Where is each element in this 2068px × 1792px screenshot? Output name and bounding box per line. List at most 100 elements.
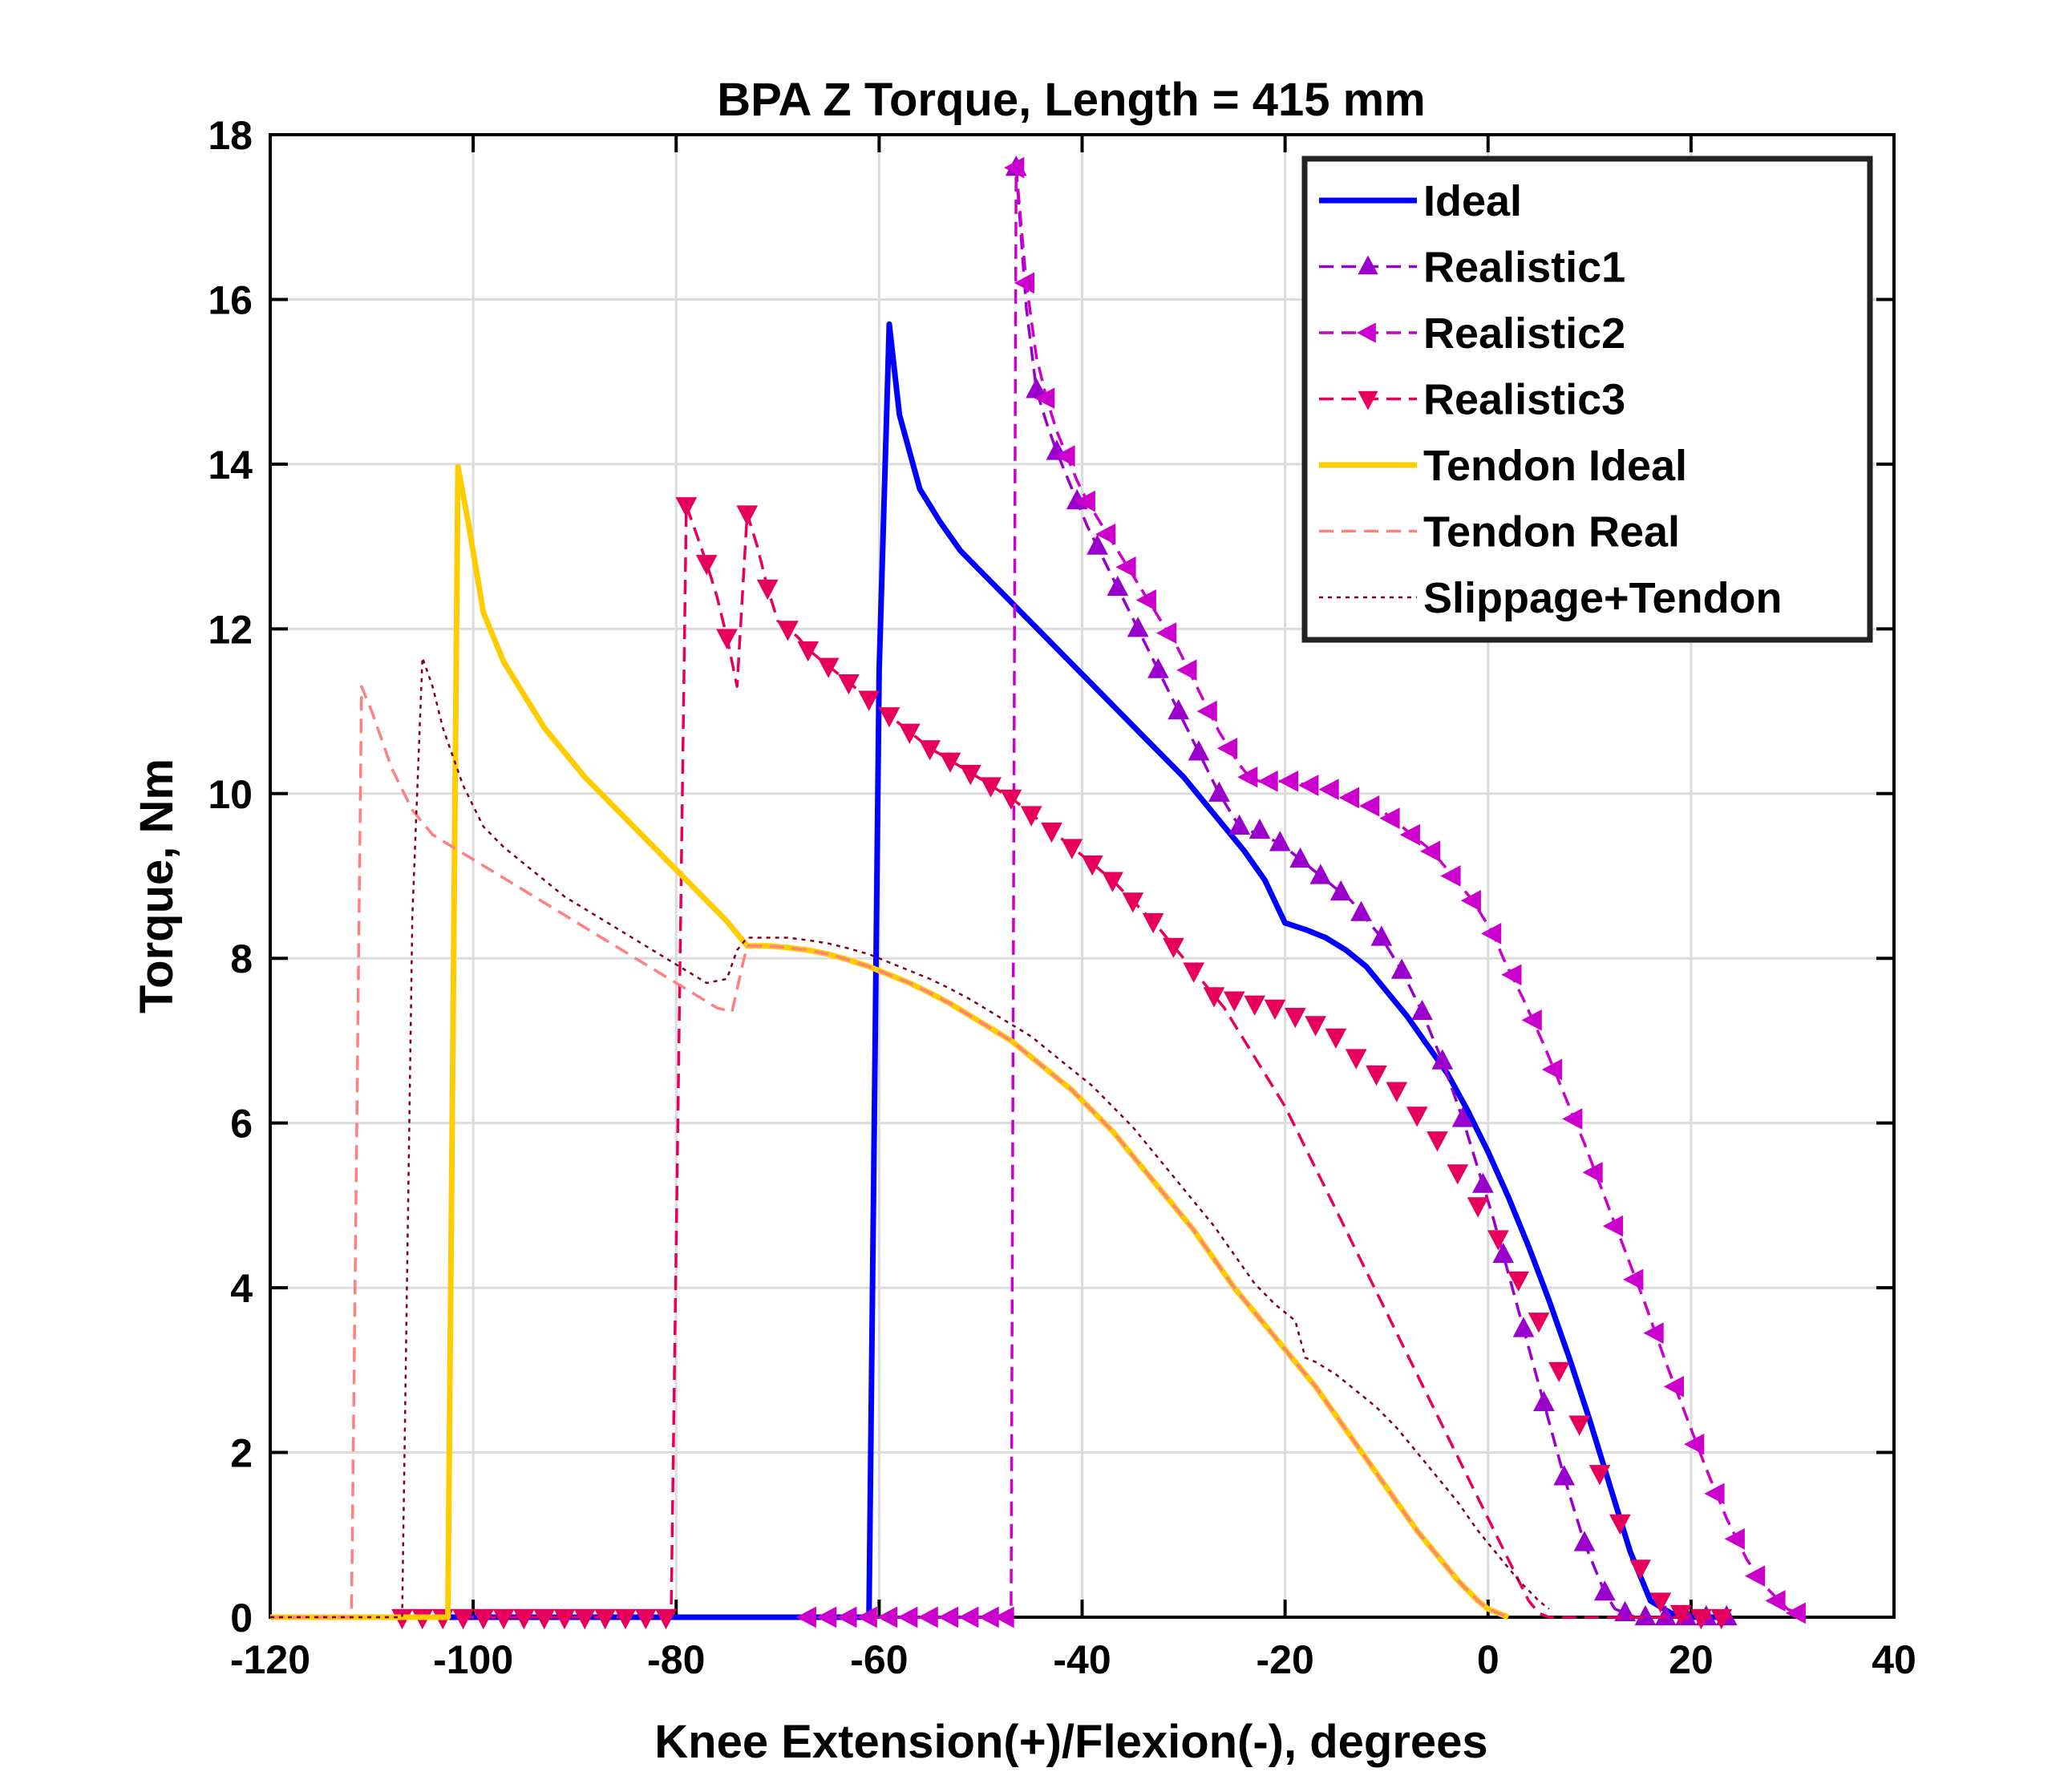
data-point bbox=[1115, 556, 1136, 578]
data-point bbox=[1183, 962, 1205, 983]
data-point bbox=[1406, 1106, 1428, 1127]
data-point bbox=[695, 555, 718, 576]
data-point bbox=[1634, 1604, 1657, 1626]
legend-marker bbox=[1358, 390, 1378, 411]
data-point bbox=[1127, 617, 1149, 637]
data-point bbox=[1020, 806, 1042, 827]
data-point bbox=[716, 629, 738, 649]
data-point bbox=[1480, 923, 1502, 945]
data-point bbox=[1000, 789, 1022, 811]
data-point bbox=[1663, 1376, 1684, 1398]
data-point bbox=[856, 1606, 877, 1628]
data-point bbox=[634, 1608, 657, 1630]
data-point bbox=[1329, 880, 1352, 901]
data-point bbox=[1609, 1514, 1631, 1535]
data-point bbox=[1399, 823, 1420, 846]
data-point bbox=[1168, 698, 1190, 720]
data-point bbox=[1785, 1602, 1806, 1624]
y-tick-label: 18 bbox=[208, 113, 253, 158]
data-point bbox=[1562, 1108, 1583, 1130]
data-point bbox=[838, 674, 860, 695]
y-tick-label: 2 bbox=[230, 1431, 253, 1476]
data-point bbox=[1411, 999, 1433, 1021]
x-tick-label: -120 bbox=[230, 1637, 310, 1682]
data-point bbox=[1419, 840, 1441, 863]
data-point bbox=[1004, 156, 1025, 179]
data-point bbox=[1501, 964, 1522, 986]
y-tick-label: 10 bbox=[208, 772, 253, 817]
data-point bbox=[1014, 272, 1034, 294]
data-point bbox=[1593, 1580, 1616, 1601]
y-tick-label: 12 bbox=[208, 607, 253, 652]
data-point bbox=[1379, 807, 1400, 829]
y-tick-label: 0 bbox=[230, 1596, 253, 1640]
data-point bbox=[897, 1606, 918, 1628]
data-point bbox=[1318, 779, 1339, 800]
data-point bbox=[1528, 1313, 1550, 1333]
data-point bbox=[1155, 622, 1177, 644]
data-point bbox=[1305, 1016, 1326, 1037]
legend-item: Tendon Ideal bbox=[1319, 442, 1687, 490]
x-tick-label: -80 bbox=[647, 1637, 705, 1682]
data-point bbox=[513, 1608, 535, 1630]
series-layer bbox=[270, 155, 1806, 1630]
legend-label: Tendon Real bbox=[1423, 508, 1680, 556]
legend-item: Tendon Real bbox=[1319, 508, 1680, 556]
data-point bbox=[1102, 872, 1123, 892]
data-point bbox=[736, 505, 759, 526]
data-point bbox=[1216, 737, 1238, 759]
data-point bbox=[1061, 839, 1083, 860]
data-point bbox=[1548, 1361, 1570, 1382]
data-point bbox=[1431, 1049, 1454, 1070]
data-point bbox=[1669, 1604, 1692, 1626]
series-realistic3 bbox=[391, 497, 1733, 1630]
data-point bbox=[1350, 900, 1372, 921]
x-tick-label: 0 bbox=[1477, 1637, 1499, 1682]
data-point bbox=[1135, 589, 1156, 611]
legend-marker bbox=[1358, 255, 1378, 275]
legend-label: Slippage+Tendon bbox=[1423, 574, 1783, 622]
legend-label: Tendon Ideal bbox=[1423, 442, 1687, 490]
legend-item: Realistic3 bbox=[1319, 376, 1625, 424]
chart-title: BPA Z Torque, Length = 415 mm bbox=[717, 74, 1426, 126]
data-point bbox=[1588, 1465, 1611, 1486]
data-point bbox=[1196, 700, 1217, 722]
data-point bbox=[1568, 1415, 1591, 1436]
data-point bbox=[1081, 856, 1103, 876]
x-tick-label: 20 bbox=[1669, 1637, 1714, 1682]
data-point bbox=[533, 1608, 556, 1630]
data-point bbox=[1338, 787, 1359, 809]
data-point bbox=[1643, 1322, 1664, 1344]
data-point bbox=[1690, 1608, 1712, 1630]
data-point bbox=[1176, 659, 1197, 682]
data-point bbox=[655, 1608, 677, 1630]
y-axis-title: Torque, Nm bbox=[131, 758, 183, 1013]
legend-label: Realistic3 bbox=[1423, 376, 1625, 424]
data-point bbox=[1573, 1531, 1596, 1551]
data-point bbox=[1041, 822, 1062, 843]
series-realistic1 bbox=[1005, 155, 1738, 1626]
data-point bbox=[1386, 1082, 1408, 1102]
data-point bbox=[1553, 1465, 1576, 1486]
data-point bbox=[1142, 912, 1164, 934]
data-point bbox=[1107, 575, 1129, 597]
data-point bbox=[1629, 1559, 1651, 1580]
data-point bbox=[858, 690, 880, 711]
series-line bbox=[270, 321, 1727, 1620]
legend-item: Realistic2 bbox=[1319, 309, 1625, 358]
data-point bbox=[777, 621, 799, 641]
data-point bbox=[1054, 445, 1075, 467]
data-point bbox=[1512, 1317, 1535, 1337]
data-point bbox=[1684, 1433, 1705, 1455]
data-point bbox=[1122, 892, 1144, 913]
data-point bbox=[1765, 1590, 1786, 1612]
data-point bbox=[876, 1606, 898, 1628]
data-point bbox=[917, 1606, 938, 1628]
data-point bbox=[1366, 1065, 1387, 1086]
data-point bbox=[1451, 1106, 1474, 1127]
data-point bbox=[1163, 937, 1184, 958]
data-point bbox=[836, 1606, 857, 1628]
data-point bbox=[1087, 534, 1108, 555]
y-tick-label: 6 bbox=[230, 1102, 253, 1147]
